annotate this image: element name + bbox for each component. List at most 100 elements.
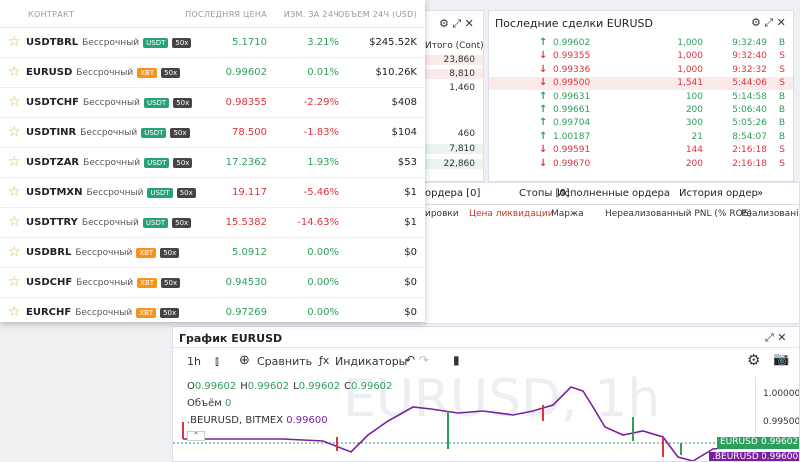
market-row[interactable]: ☆ USDTTRY Бессрочный USDT 50x 15.5382 -14.63% $… [0, 208, 425, 238]
leverage: 50x [170, 128, 190, 138]
trades-panel: Последние сделки EURUSD ⚙ ⤢ ✕ ↑ 0.99602 1,… [488, 10, 794, 182]
trade-row: ↑ 1.00187 21 8:54:07 B [489, 131, 793, 144]
change: 1.93% [307, 157, 339, 168]
trade-row: ↑ 0.99661 200 5:06:40 B [489, 104, 793, 117]
trade-row: ↑ 0.99704 300 5:05:26 B [489, 117, 793, 130]
star[interactable]: ☆ [8, 64, 21, 80]
star[interactable]: ☆ [8, 94, 21, 110]
camera-icon[interactable]: 📷 [773, 352, 790, 367]
ohlc-item: L0.99602 [293, 381, 340, 392]
panel-icons[interactable]: ⚙ ⤢ ✕ [439, 17, 474, 30]
symbol: EURCHF [26, 307, 72, 318]
leverage: 50x [161, 68, 181, 78]
leverage: 50x [160, 308, 180, 318]
trade-price: 0.99670 [553, 158, 591, 169]
column-header[interactable]: Маржа [551, 209, 584, 219]
trade-size: 144 [685, 145, 703, 156]
market-row[interactable]: ☆ USDTCHF Бессрочный USDT 50x 0.98355 -2.29% $4… [0, 88, 425, 118]
trade-time: 5:05:26 [732, 118, 767, 129]
column-header[interactable]: ОБЪЕМ 24Ч (USD) [338, 10, 417, 19]
trade-price: 0.99591 [553, 145, 591, 156]
market-row[interactable]: ☆ USDTZAR Бессрочный USDT 50x 17.2362 1.93% $53 [0, 148, 425, 178]
ohlc-label: L [293, 381, 299, 392]
badge: USDT [143, 98, 170, 108]
price-label: 1.00000 [763, 389, 800, 399]
star[interactable]: ☆ [8, 124, 21, 140]
trade-time: 5:14:58 [732, 91, 767, 102]
tab[interactable]: Исполненные ордера [557, 188, 671, 199]
tab[interactable]: Стопы [0] [519, 188, 570, 199]
candle-icon[interactable]: ⫾ [215, 354, 219, 368]
star[interactable]: ☆ [8, 184, 21, 200]
symbol: EURUSD [26, 67, 73, 78]
trade-row: ↓ 0.99355 1,000 9:32:40 S [489, 50, 793, 63]
market-row[interactable]: ☆ USDTINR Бессрочный USDT 50x 78.500 -1.83% $10… [0, 118, 425, 148]
order-book-total: 1,460 [449, 83, 475, 93]
trade-time: 8:54:07 [732, 131, 767, 142]
badge: XBT [136, 308, 157, 318]
last-price: 5.1710 [232, 37, 267, 48]
watermark: EURUSD, 1h [343, 369, 661, 429]
price-label: 0.99500 [763, 417, 800, 427]
trade-row: ↓ 0.99500 1,541 5:44:06 S [489, 77, 793, 91]
indicators[interactable]: Индикаторы [335, 355, 408, 368]
bars-icon[interactable]: ▮ [453, 353, 460, 367]
volume: $53 [397, 157, 417, 168]
last-price: 0.97269 [225, 307, 267, 318]
volume: $0 [404, 247, 417, 258]
column-header[interactable]: Реализовані [741, 209, 799, 219]
compare-icon[interactable]: ⊕ [239, 353, 250, 368]
chart-plot [173, 386, 754, 461]
price-axis: 1.00000 0.99500 0.99602 0.99600 [757, 327, 800, 461]
market-row[interactable]: ☆ EURUSD Бессрочный XBT 50x 0.99602 0.01% $10.2… [0, 58, 425, 88]
volume: $1 [404, 217, 417, 228]
trade-size: 1,000 [677, 51, 703, 62]
market-row[interactable]: ☆ USDTBRL Бессрочный USDT 50x 5.1710 3.21% $245… [0, 28, 425, 58]
market-row[interactable]: ☆ USDCHF Бессрочный XBT 50x 0.94530 0.00% $0 [0, 268, 425, 298]
tab[interactable]: » [757, 188, 764, 199]
contract-type: Бессрочный [75, 248, 133, 258]
trade-side: S [779, 78, 785, 89]
star[interactable]: ☆ [8, 274, 21, 290]
volume: $104 [391, 127, 417, 138]
trade-arrow: ↑ [539, 104, 548, 115]
column-header[interactable]: Нереализованный PNL (% ROE) [605, 209, 752, 219]
collapse[interactable]: ⌃ [187, 431, 205, 441]
trade-size: 300 [685, 118, 703, 129]
settings-icon[interactable]: ⚙ [747, 351, 761, 369]
price-tag-value: 0.99602 [757, 437, 799, 449]
tab[interactable]: История ордер [679, 188, 758, 199]
column-header[interactable]: ИЗМ. ЗА 24Ч [283, 10, 339, 19]
column-header[interactable]: ПОСЛЕДНЯЯ ЦЕНА [185, 10, 267, 19]
trade-arrow: ↓ [539, 77, 548, 89]
star[interactable]: ☆ [8, 304, 21, 320]
panel-icons[interactable]: ⤢ ✕ [765, 331, 787, 344]
contract-type: Бессрочный [82, 98, 140, 108]
market-row[interactable]: ☆ USDTMXN Бессрочный USDT 50x 19.117 -5.46% $1 [0, 178, 425, 208]
fx-icon[interactable]: ƒx [319, 354, 330, 367]
column-header[interactable]: ировки [425, 209, 459, 219]
column-header[interactable]: Цена ликвидации [469, 209, 554, 219]
trade-side: S [779, 158, 785, 169]
column-header[interactable]: КОНТРАКТ [28, 10, 75, 19]
compare[interactable]: Сравнить [257, 355, 313, 368]
ohlc-item: O0.99602 [187, 381, 236, 392]
star[interactable]: ☆ [8, 244, 21, 260]
star[interactable]: ☆ [8, 34, 21, 50]
trade-time: 2:16:18 [732, 145, 767, 156]
interval[interactable]: 1h [187, 355, 201, 368]
trade-arrow: ↓ [539, 144, 548, 156]
star[interactable]: ☆ [8, 214, 21, 230]
contract-type: Бессрочный [82, 38, 140, 48]
market-row[interactable]: ☆ EURCHF Бессрочный XBT 50x 0.97269 0.00% $0 [0, 298, 425, 322]
undo[interactable]: ↶ ↷ [405, 353, 429, 367]
tab[interactable]: ордера [0] [425, 188, 481, 199]
order-book-total: 23,860 [425, 55, 483, 65]
panel-icons[interactable]: ⚙ ⤢ ✕ [751, 16, 786, 29]
markets-dropdown: КОНТРАКТ ПОСЛЕДНЯЯ ЦЕНА ИЗМ. ЗА 24Ч ОБЪЕМ 2… [0, 0, 425, 322]
order-book-total: 7,810 [425, 144, 483, 154]
market-row[interactable]: ☆ USDBRL Бессрочный XBT 50x 5.0912 0.00% $0 [0, 238, 425, 268]
badge: XBT [136, 248, 157, 258]
star[interactable]: ☆ [8, 154, 21, 170]
symbol: USDBRL [26, 247, 72, 258]
